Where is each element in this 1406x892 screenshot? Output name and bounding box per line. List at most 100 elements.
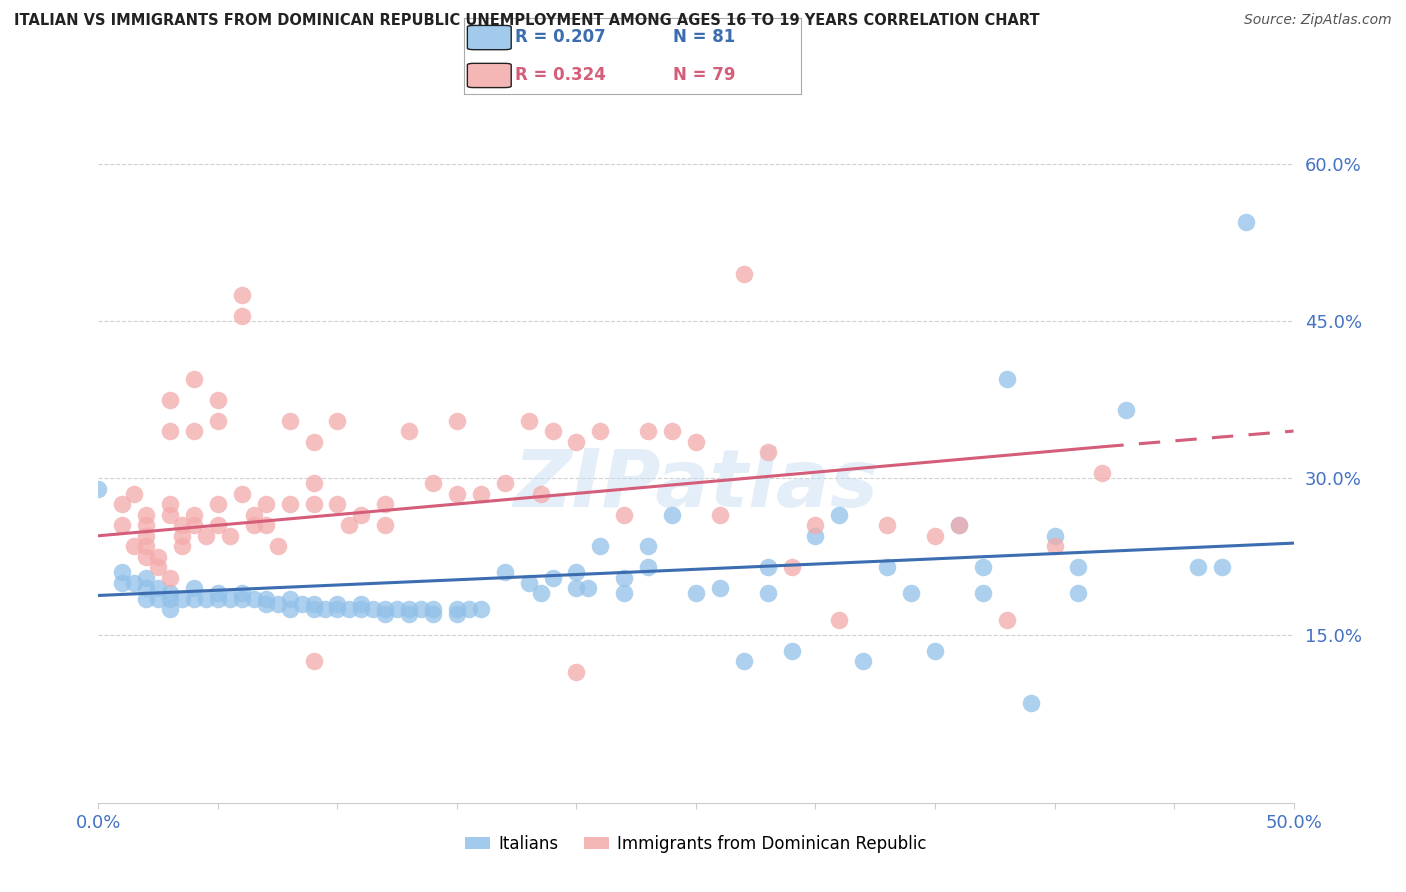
- Point: [804, 529, 827, 543]
- Point: [291, 597, 314, 611]
- Point: [517, 575, 540, 590]
- Point: [195, 529, 218, 543]
- Point: [183, 508, 205, 522]
- Point: [135, 591, 157, 606]
- Point: [111, 497, 134, 511]
- Point: [852, 655, 875, 669]
- Point: [948, 518, 970, 533]
- Point: [326, 597, 349, 611]
- Point: [135, 539, 157, 553]
- Point: [302, 655, 325, 669]
- Point: [565, 434, 588, 449]
- Point: [135, 581, 157, 595]
- Point: [411, 602, 433, 616]
- Point: [302, 497, 325, 511]
- Point: [900, 586, 922, 600]
- Point: [530, 586, 553, 600]
- Point: [613, 571, 636, 585]
- Text: ZIPatlas: ZIPatlas: [513, 446, 879, 524]
- Point: [207, 414, 229, 428]
- Point: [159, 586, 181, 600]
- Point: [207, 591, 229, 606]
- Point: [780, 644, 803, 658]
- Point: [111, 575, 134, 590]
- Point: [183, 591, 205, 606]
- Point: [1091, 466, 1114, 480]
- Point: [135, 518, 157, 533]
- Point: [231, 591, 253, 606]
- Point: [231, 487, 253, 501]
- Point: [637, 424, 659, 438]
- Point: [135, 508, 157, 522]
- Point: [1043, 539, 1066, 553]
- Point: [148, 581, 170, 595]
- Point: [876, 518, 898, 533]
- Point: [302, 476, 325, 491]
- Point: [541, 571, 564, 585]
- Point: [87, 482, 110, 496]
- Point: [326, 414, 349, 428]
- Point: [278, 591, 301, 606]
- Point: [159, 571, 181, 585]
- Point: [207, 497, 229, 511]
- Point: [278, 602, 301, 616]
- Point: [470, 487, 492, 501]
- Point: [446, 414, 468, 428]
- Point: [124, 575, 146, 590]
- Point: [1043, 529, 1066, 543]
- Text: N = 81: N = 81: [673, 28, 735, 45]
- Point: [446, 602, 468, 616]
- Point: [1187, 560, 1209, 574]
- Point: [278, 497, 301, 511]
- Point: [326, 602, 349, 616]
- Point: [637, 539, 659, 553]
- Point: [756, 586, 779, 600]
- Point: [494, 566, 516, 580]
- Point: [363, 602, 385, 616]
- Point: [124, 539, 146, 553]
- Point: [613, 508, 636, 522]
- Point: [589, 424, 612, 438]
- Point: [924, 529, 946, 543]
- Point: [924, 644, 946, 658]
- Point: [254, 518, 277, 533]
- Point: [661, 508, 683, 522]
- Point: [470, 602, 492, 616]
- Point: [159, 602, 181, 616]
- Point: [111, 518, 134, 533]
- Point: [195, 591, 218, 606]
- Point: [302, 597, 325, 611]
- Point: [709, 508, 731, 522]
- Point: [231, 288, 253, 302]
- Point: [948, 518, 970, 533]
- Point: [243, 508, 266, 522]
- Point: [1067, 560, 1090, 574]
- Legend: Italians, Immigrants from Dominican Republic: Italians, Immigrants from Dominican Repu…: [458, 828, 934, 860]
- Point: [339, 518, 361, 533]
- Point: [756, 560, 779, 574]
- Point: [374, 602, 396, 616]
- Point: [231, 309, 253, 323]
- Point: [565, 566, 588, 580]
- Point: [350, 602, 373, 616]
- Point: [709, 581, 731, 595]
- Point: [159, 424, 181, 438]
- Point: [350, 597, 373, 611]
- Point: [183, 518, 205, 533]
- Text: Source: ZipAtlas.com: Source: ZipAtlas.com: [1244, 13, 1392, 28]
- Text: R = 0.207: R = 0.207: [515, 28, 606, 45]
- Point: [1211, 560, 1233, 574]
- Point: [148, 560, 170, 574]
- Text: R = 0.324: R = 0.324: [515, 66, 606, 84]
- Point: [578, 581, 600, 595]
- Point: [183, 424, 205, 438]
- Point: [1019, 696, 1042, 710]
- Point: [159, 497, 181, 511]
- Point: [302, 602, 325, 616]
- Point: [972, 586, 994, 600]
- Point: [876, 560, 898, 574]
- Point: [422, 476, 444, 491]
- Point: [243, 591, 266, 606]
- Point: [637, 560, 659, 574]
- Point: [446, 487, 468, 501]
